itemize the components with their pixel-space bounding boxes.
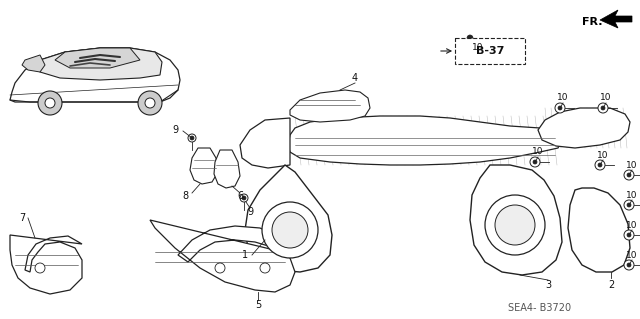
Circle shape xyxy=(473,53,477,57)
Circle shape xyxy=(260,263,270,273)
Polygon shape xyxy=(568,188,630,272)
Polygon shape xyxy=(288,116,562,165)
Polygon shape xyxy=(290,90,370,122)
Polygon shape xyxy=(55,48,140,68)
Circle shape xyxy=(145,98,155,108)
Polygon shape xyxy=(240,118,290,168)
Text: 10: 10 xyxy=(627,190,637,199)
Text: 10: 10 xyxy=(627,250,637,259)
Circle shape xyxy=(627,173,631,177)
Circle shape xyxy=(533,160,537,164)
Text: SEA4- B3720: SEA4- B3720 xyxy=(508,303,572,313)
Circle shape xyxy=(485,195,545,255)
Circle shape xyxy=(495,205,535,245)
Circle shape xyxy=(555,103,565,113)
Polygon shape xyxy=(190,148,218,184)
Circle shape xyxy=(470,50,480,60)
Polygon shape xyxy=(10,48,180,102)
Polygon shape xyxy=(470,165,562,275)
Polygon shape xyxy=(38,48,162,80)
Text: 1: 1 xyxy=(242,250,248,260)
Circle shape xyxy=(530,157,540,167)
Circle shape xyxy=(624,170,634,180)
Text: 3: 3 xyxy=(545,280,551,290)
Polygon shape xyxy=(214,150,240,188)
Circle shape xyxy=(35,263,45,273)
Circle shape xyxy=(601,106,605,110)
Text: 9: 9 xyxy=(172,125,178,135)
Circle shape xyxy=(242,196,246,200)
Circle shape xyxy=(598,163,602,167)
Circle shape xyxy=(624,260,634,270)
Text: 2: 2 xyxy=(608,280,614,290)
Polygon shape xyxy=(245,165,332,272)
Circle shape xyxy=(627,263,631,267)
Text: 5: 5 xyxy=(255,300,261,310)
Text: FR.: FR. xyxy=(582,17,602,27)
Text: 10: 10 xyxy=(600,93,612,102)
Polygon shape xyxy=(22,55,45,72)
Circle shape xyxy=(627,233,631,237)
Text: 10: 10 xyxy=(597,151,609,160)
Circle shape xyxy=(595,160,605,170)
Circle shape xyxy=(240,194,248,202)
Text: 10: 10 xyxy=(627,160,637,169)
Text: 10: 10 xyxy=(532,147,544,157)
Text: 10: 10 xyxy=(472,43,484,53)
Text: 7: 7 xyxy=(19,213,25,223)
Text: B-37: B-37 xyxy=(476,46,504,56)
Circle shape xyxy=(45,98,55,108)
Circle shape xyxy=(624,230,634,240)
Polygon shape xyxy=(538,108,630,148)
Polygon shape xyxy=(600,10,632,28)
Circle shape xyxy=(627,203,631,207)
Circle shape xyxy=(188,134,196,142)
Circle shape xyxy=(38,91,62,115)
Circle shape xyxy=(624,200,634,210)
Polygon shape xyxy=(10,235,82,294)
Circle shape xyxy=(272,212,308,248)
Text: 10: 10 xyxy=(627,220,637,229)
Circle shape xyxy=(467,35,473,41)
Circle shape xyxy=(190,136,194,140)
Text: 8: 8 xyxy=(182,191,188,201)
Text: 6: 6 xyxy=(237,191,243,201)
Text: 10: 10 xyxy=(557,93,569,102)
FancyBboxPatch shape xyxy=(455,38,525,64)
Circle shape xyxy=(138,91,162,115)
Circle shape xyxy=(598,103,608,113)
Circle shape xyxy=(215,263,225,273)
Text: 4: 4 xyxy=(352,73,358,83)
Circle shape xyxy=(558,106,562,110)
Text: 9: 9 xyxy=(247,207,253,217)
Circle shape xyxy=(262,202,318,258)
Polygon shape xyxy=(150,220,295,292)
